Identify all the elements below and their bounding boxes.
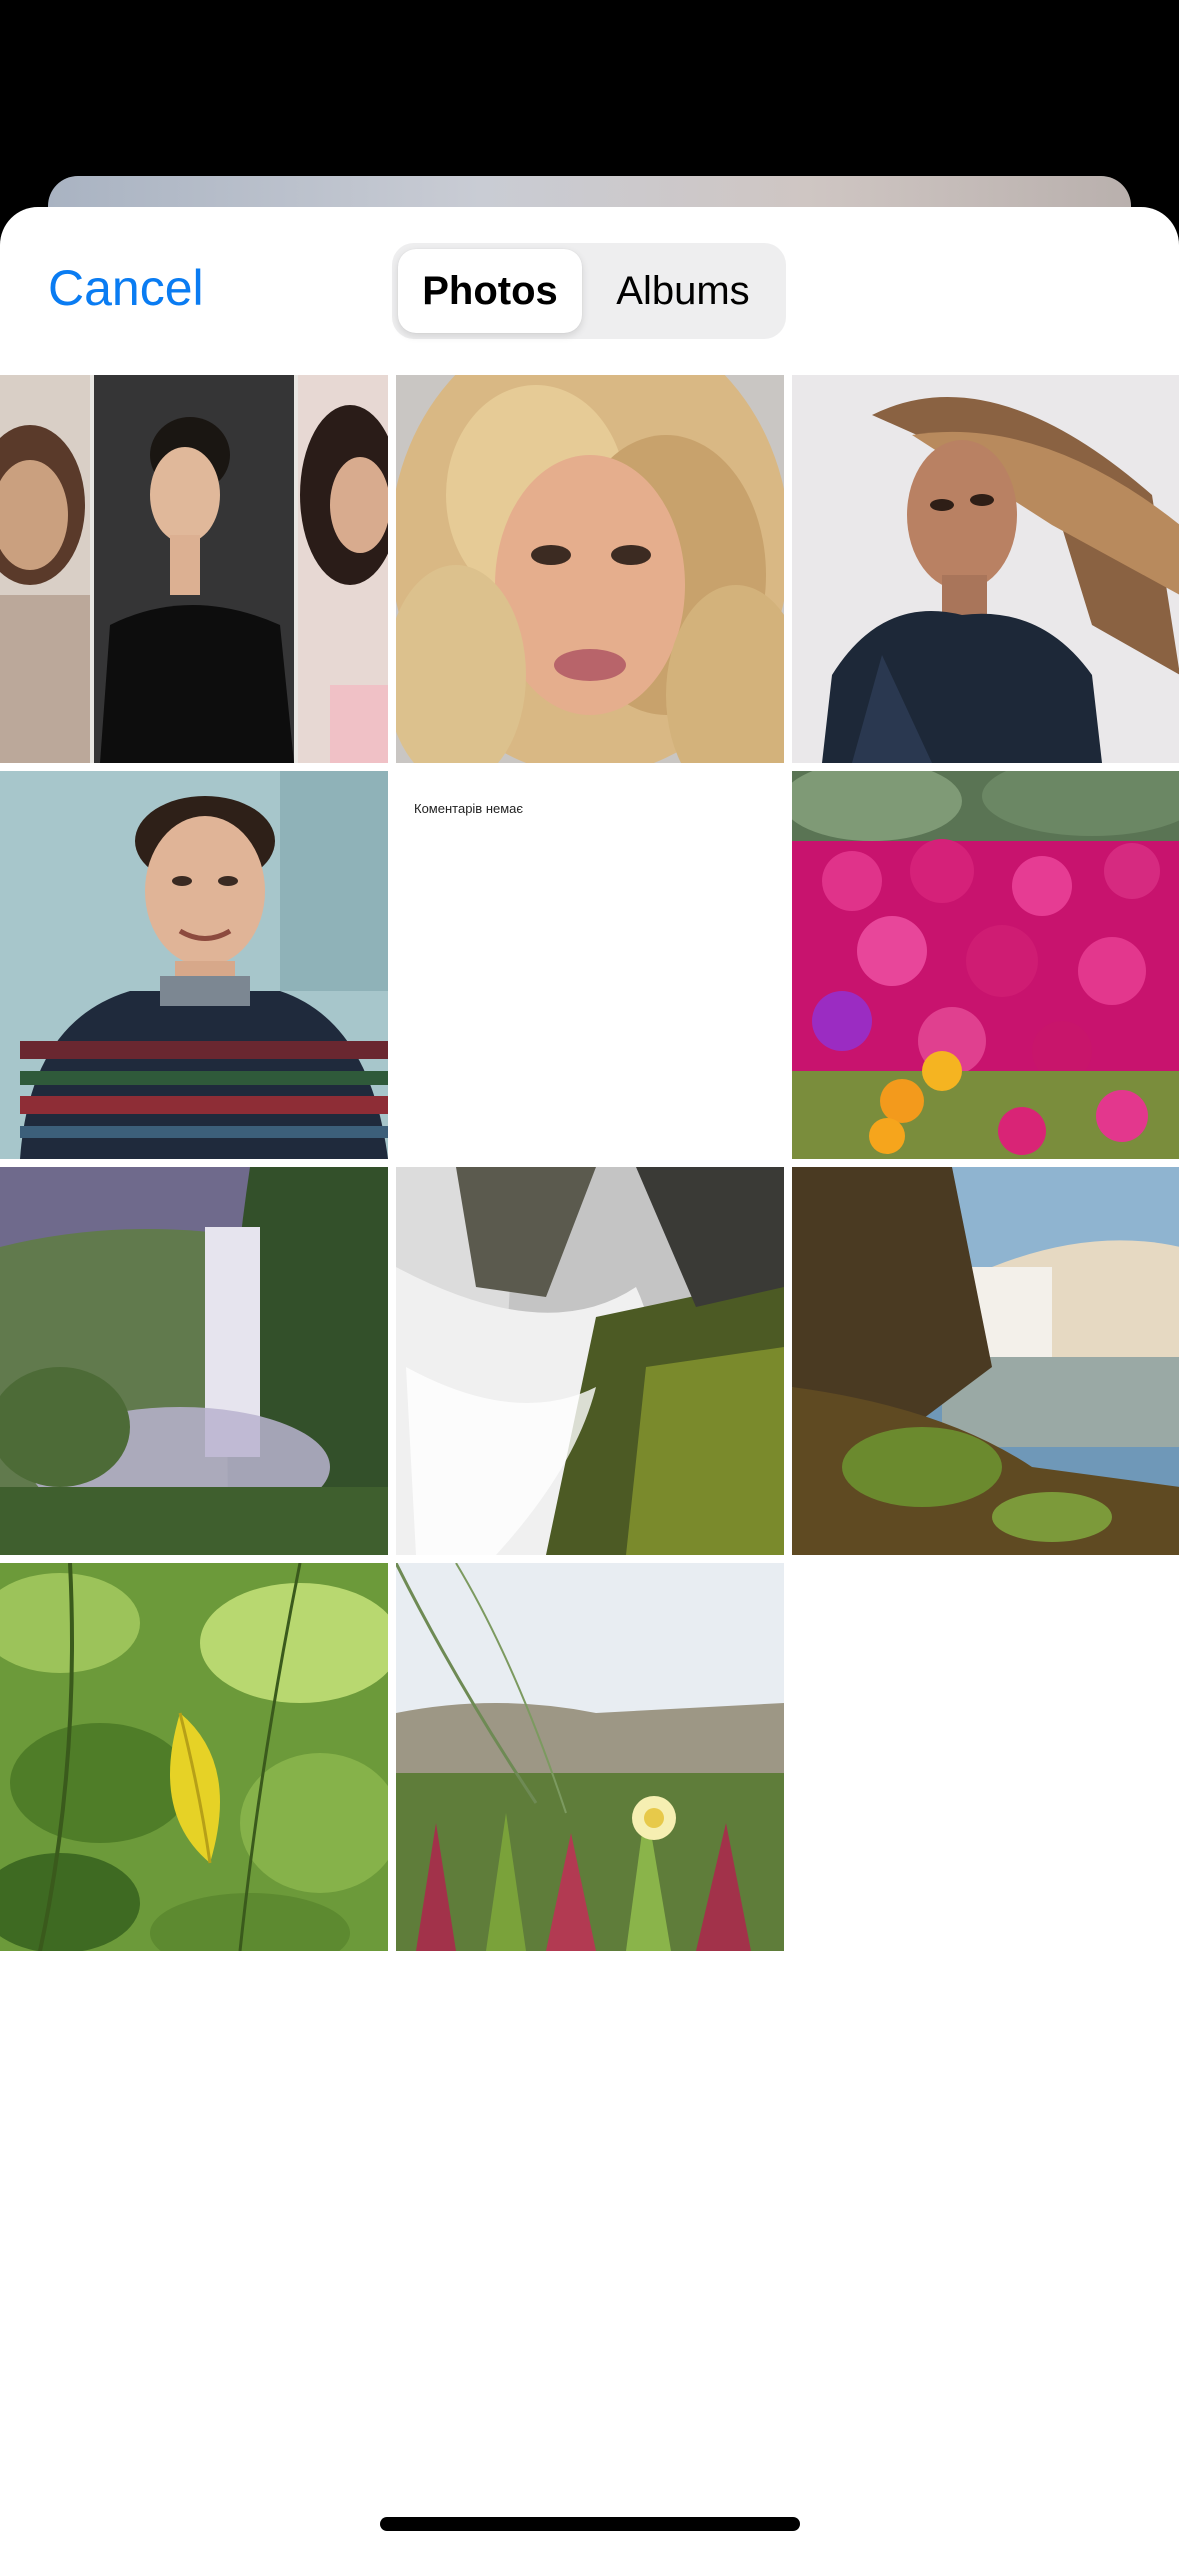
photo-blonde-curly-portrait[interactable] <box>396 375 784 763</box>
home-indicator[interactable] <box>380 2517 800 2531</box>
photo-pink-flowers[interactable] <box>792 771 1179 1159</box>
photo-collage-portraits[interactable] <box>0 375 388 763</box>
picker-nav-bar: Cancel Photos Albums <box>0 207 1179 373</box>
tab-albums[interactable]: Albums <box>586 249 780 333</box>
photo-man-sweater-portrait[interactable] <box>0 771 388 1159</box>
tab-photos[interactable]: Photos <box>398 249 582 333</box>
photo-waterfall-cliffs[interactable] <box>0 1167 388 1555</box>
photo-coastal-flower[interactable] <box>396 1563 784 1951</box>
photo-picker-sheet: Cancel Photos Albums <box>0 207 1179 2556</box>
document-comment-text: Коментарів немає <box>414 801 524 816</box>
source-segmented-control: Photos Albums <box>392 243 786 339</box>
photo-woman-denim-portrait[interactable] <box>792 375 1179 763</box>
photo-waterfall-coast[interactable] <box>792 1167 1179 1555</box>
photo-waterfall-moss-rocks[interactable] <box>396 1167 784 1555</box>
photo-green-leaves[interactable] <box>0 1563 388 1951</box>
photo-document-screenshot[interactable]: Коментарів немає <box>396 771 784 1159</box>
cancel-button[interactable]: Cancel <box>48 260 204 316</box>
